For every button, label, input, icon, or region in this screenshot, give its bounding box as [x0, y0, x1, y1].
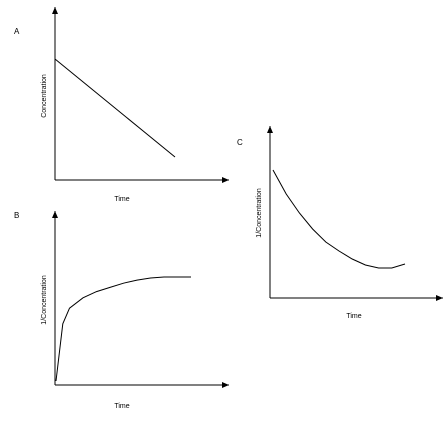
panel-a-ylabel: Concentration — [41, 74, 48, 118]
panel-b-ylabel: 1/Concentration — [41, 275, 48, 325]
panel-a-label: A — [14, 27, 20, 36]
panel-a-xlabel: Time — [114, 196, 129, 203]
panel-c-series-line — [272, 169, 406, 269]
panel-c: C Time 1/Concentration — [237, 126, 443, 320]
panel-c-xlabel: Time — [346, 313, 361, 320]
panel-b-xlabel: Time — [114, 403, 129, 410]
panel-a: A Time Concentration — [14, 7, 229, 203]
panel-b-series-line — [55, 276, 191, 382]
panel-b: B Time 1/Concentration — [14, 211, 229, 410]
panel-c-ylabel: 1/Concentration — [256, 188, 263, 238]
panel-b-label: B — [14, 211, 19, 220]
panel-c-label: C — [237, 138, 243, 147]
panel-a-series-line — [54, 58, 176, 158]
